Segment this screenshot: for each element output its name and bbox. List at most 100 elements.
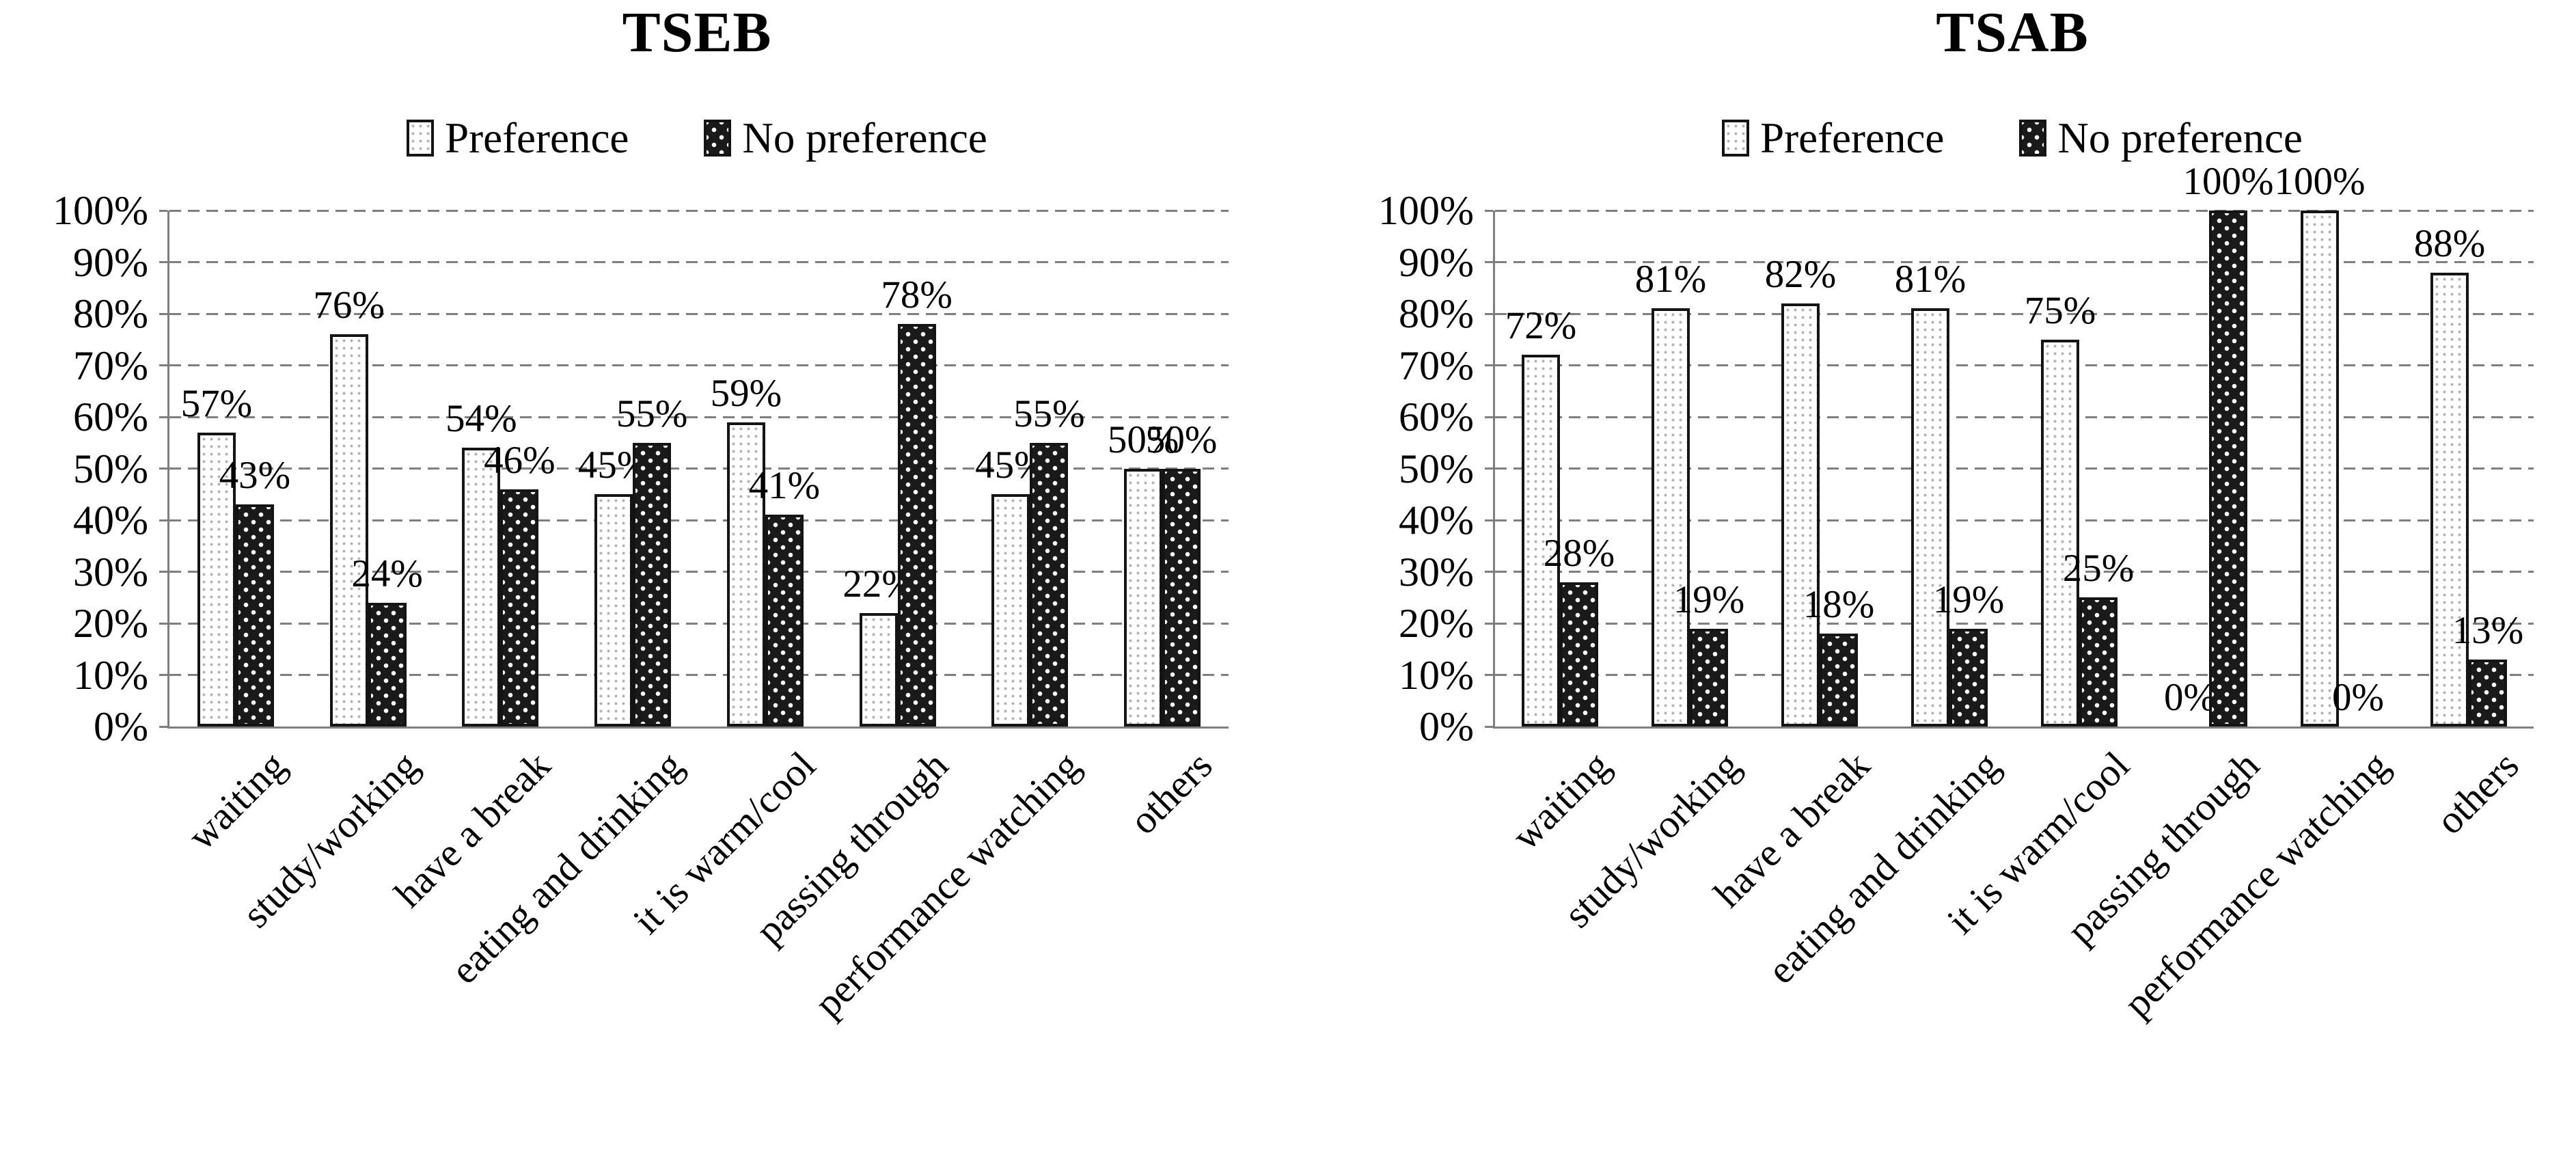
legend-label-preference: Preference (445, 113, 629, 162)
value-label: 50% (1107, 418, 1179, 461)
y-axis-label: 80% (1399, 291, 1474, 336)
bar-no-preference (235, 504, 274, 727)
y-axis-label: 40% (73, 498, 148, 543)
bar-no-preference (765, 515, 804, 727)
gridline (169, 416, 1229, 418)
gridline (169, 467, 1229, 470)
gridline (1495, 261, 2534, 263)
no-preference-swatch-icon (704, 120, 732, 157)
gridline (1495, 674, 2534, 676)
value-label: 41% (748, 464, 821, 508)
value-label: 19% (1932, 578, 2005, 621)
y-axis-tick (1485, 519, 1493, 521)
y-axis-tick (159, 261, 167, 263)
value-label: 46% (484, 438, 556, 482)
value-label: 55% (1013, 392, 1085, 435)
bar-no-preference (1690, 628, 1728, 727)
value-label: 54% (446, 397, 517, 441)
y-axis-label: 20% (73, 601, 148, 646)
bar-preference (1781, 303, 1820, 727)
value-label: 55% (616, 392, 688, 435)
gridline (1495, 209, 2534, 212)
bar-no-preference (897, 324, 936, 727)
bar-no-preference (1030, 442, 1069, 727)
bar-preference (1652, 308, 1690, 727)
y-axis-label: 90% (73, 239, 148, 285)
value-label: 78% (881, 273, 953, 317)
bar-preference (991, 494, 1030, 727)
bar-preference (1911, 308, 1949, 727)
y-axis-tick (159, 725, 167, 728)
category-label: others (1121, 742, 1221, 843)
bar-no-preference (1820, 634, 1858, 727)
gridline (169, 312, 1229, 315)
value-label: 18% (1803, 583, 1875, 627)
y-axis-label: 20% (1399, 601, 1474, 646)
legend-item-preference: Preference (407, 113, 629, 163)
chart-title: TSEB (622, 1, 772, 64)
gridline (169, 674, 1229, 676)
gridline (1495, 519, 2534, 521)
y-axis-label: 60% (73, 394, 148, 439)
y-axis-label: 70% (1399, 342, 1474, 388)
value-label: 82% (1764, 252, 1837, 296)
value-label: 19% (1673, 578, 1745, 621)
y-axis-tick (1485, 364, 1493, 366)
y-axis-tick (1485, 622, 1493, 625)
y-axis-label: 70% (73, 342, 148, 388)
y-axis-tick (159, 209, 167, 212)
value-label: 24% (351, 552, 423, 595)
value-label: 28% (1543, 531, 1615, 575)
category-label: eating and drinking (442, 742, 691, 992)
y-axis-label: 100% (1378, 188, 1474, 233)
value-label: 0% (2164, 676, 2216, 719)
bar-preference (1522, 355, 1560, 727)
bar-preference (2041, 339, 2079, 727)
bar-no-preference (1560, 582, 1598, 727)
category-label: waiting (1503, 742, 1619, 858)
legend-label-preference: Preference (1760, 113, 1945, 162)
no-preference-swatch-icon (2019, 120, 2047, 157)
value-label: 25% (2062, 547, 2135, 591)
y-axis-label: 10% (1399, 652, 1474, 698)
value-label: 72% (1505, 304, 1577, 348)
preference-swatch-icon (1722, 120, 1750, 157)
legend-label-no-preference: No preference (2057, 113, 2303, 162)
y-axis-tick (1485, 674, 1493, 676)
value-label: 50% (1145, 418, 1218, 461)
bar-no-preference (368, 602, 407, 727)
bar-no-preference (500, 489, 539, 727)
y-axis-tick (159, 674, 167, 676)
value-label: 57% (180, 381, 253, 425)
y-axis-tick (1485, 416, 1493, 418)
gridline (1495, 622, 2534, 625)
value-label: 76% (313, 284, 385, 327)
value-label: 13% (2452, 608, 2524, 652)
y-axis-tick (159, 622, 167, 625)
category-label: eating and drinking (1758, 742, 2008, 992)
y-axis-tick (1485, 209, 1493, 212)
category-label: waiting (178, 742, 294, 858)
bar-preference (859, 612, 898, 727)
y-axis-tick (1485, 261, 1493, 263)
bar-preference (2301, 211, 2339, 727)
y-axis-tick (159, 416, 167, 418)
value-label: 100% (2182, 160, 2274, 203)
legend-item-preference: Preference (1722, 113, 1944, 163)
y-axis-label: 30% (1399, 549, 1474, 595)
plot-area: 57% 76% 54% 45% 59% 22% 45% 50% 43% 24% 46% 55% 41% 7… (167, 209, 1229, 729)
chart-tseb: TSEB Preference No preference 57% 76% 54% 4… (0, 0, 1264, 1153)
y-axis-label: 0% (94, 704, 148, 749)
preference-swatch-icon (407, 120, 435, 157)
y-axis-tick (1485, 312, 1493, 315)
y-axis-label: 50% (73, 446, 148, 491)
y-axis-label: 90% (1399, 239, 1474, 285)
bar-preference (329, 334, 368, 727)
gridline (169, 622, 1229, 625)
legend: Preference No preference (1493, 111, 2532, 165)
value-label: 100% (2274, 160, 2366, 203)
chart-tsab: TSAB Preference No preference 72% 81% 82% 8… (1298, 0, 2576, 1153)
category-label: performance watching (2115, 742, 2398, 1026)
gridline (169, 519, 1229, 521)
